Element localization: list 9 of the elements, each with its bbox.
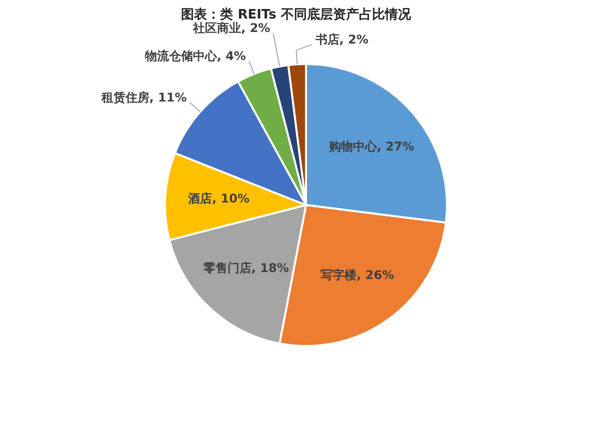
slice-label: 租赁住房, 11% (100, 90, 187, 105)
slice-label: 酒店, 10% (187, 192, 250, 206)
slice-label: 零售门店, 18% (202, 260, 289, 275)
slice-label: 写字楼, 26% (320, 268, 394, 282)
slice-label: 物流仓储中心, 4% (144, 49, 246, 64)
chart-title: 图表：类 REITs 不同底层资产占比情况 (181, 6, 412, 22)
slice-label: 书店, 2% (314, 32, 368, 46)
slice-label: 社区商业, 2% (192, 21, 270, 36)
slice-label: 购物中心, 27% (328, 139, 414, 154)
